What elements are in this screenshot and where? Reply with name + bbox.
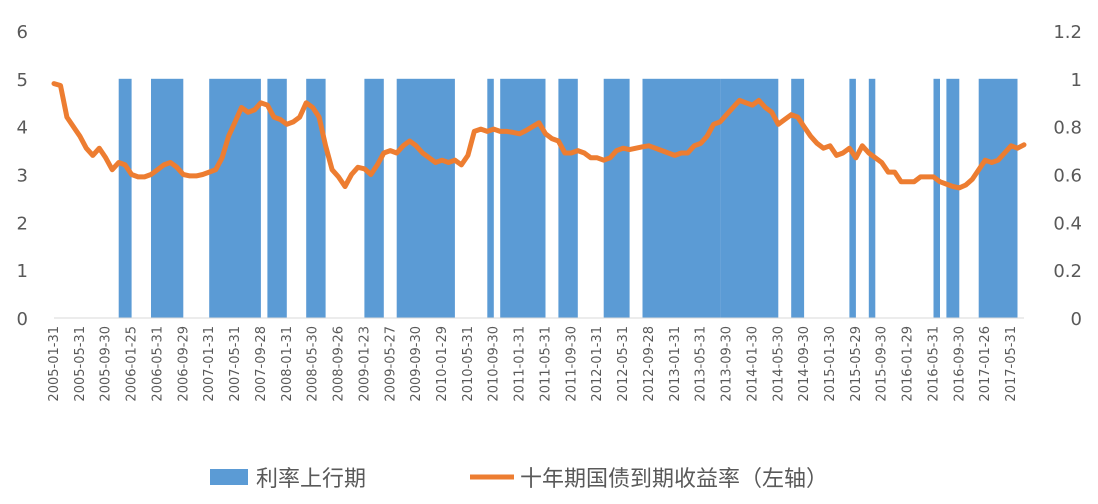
x-tick-label: 2010-01-29 (435, 326, 450, 402)
y-tick-right: 0.2 (1053, 261, 1082, 282)
y-tick-right: 0 (1071, 309, 1082, 330)
x-tick-label: 2006-09-29 (176, 326, 191, 402)
x-tick-label: 2015-09-30 (875, 326, 890, 402)
right-axis: 0 0.2 0.4 0.6 0.8 1 1.2 (1053, 22, 1082, 330)
y-tick-left: 5 (17, 70, 28, 91)
x-tick-label: 2015-01-30 (823, 326, 838, 402)
y-tick-right: 0.8 (1053, 118, 1082, 139)
x-tick-label: 2005-09-30 (99, 326, 114, 402)
x-tick-label: 2006-05-31 (151, 326, 166, 402)
x-tick-label: 2012-09-28 (642, 326, 657, 402)
bar-period (500, 78, 546, 318)
x-tick-label: 2012-05-31 (616, 326, 631, 402)
bars-layer (118, 78, 1018, 318)
y-tick-right: 1 (1071, 70, 1082, 91)
y-tick-right: 1.2 (1053, 22, 1082, 43)
x-tick-label: 2013-09-30 (720, 326, 735, 402)
x-tick-label: 2007-05-31 (228, 326, 243, 402)
x-tick-label: 2017-05-31 (1004, 326, 1019, 402)
x-tick-label: 2010-05-31 (461, 326, 476, 402)
x-tick-label: 2017-01-26 (978, 326, 993, 402)
y-tick-right: 0.6 (1053, 166, 1082, 187)
bar-period (868, 78, 876, 318)
x-tick-label: 2016-09-30 (952, 326, 967, 402)
y-tick-left: 0 (17, 309, 28, 330)
y-tick-right: 0.4 (1053, 213, 1082, 234)
x-tick-label: 2008-01-31 (280, 326, 295, 402)
legend-label-bar: 利率上行期 (256, 467, 366, 492)
x-tick-label: 2013-05-31 (694, 326, 709, 402)
bar-period (603, 78, 630, 318)
bar-period (118, 78, 132, 318)
left-axis: 0 1 2 3 4 5 6 (17, 22, 28, 330)
bar-period (946, 78, 960, 318)
x-tick-label: 2013-01-31 (668, 326, 683, 402)
x-tick-label: 2011-01-31 (513, 326, 528, 402)
bar-period (720, 78, 779, 318)
x-tick-label: 2010-09-30 (487, 326, 502, 402)
y-tick-left: 2 (17, 213, 28, 234)
x-tick-label: 2007-09-28 (254, 326, 269, 402)
x-tick-label: 2014-01-30 (745, 326, 760, 402)
x-tick-label: 2007-01-31 (202, 326, 217, 402)
x-tick-label: 2009-05-27 (383, 326, 398, 402)
x-tick-label: 2009-01-23 (357, 326, 372, 402)
legend-label-line: 十年期国债到期收益率（左轴） (520, 467, 828, 492)
bar-period (209, 78, 261, 318)
x-tick-label: 2016-01-29 (901, 326, 916, 402)
x-tick-label: 2011-09-30 (564, 326, 579, 402)
bar-period (978, 78, 1018, 318)
bar-period (933, 78, 940, 318)
bar-period (487, 78, 494, 318)
x-tick-label: 2016-05-31 (927, 326, 942, 402)
x-axis: 2005-01-31 2005-05-31 2005-09-30 2006-01-25… (47, 317, 1024, 402)
x-tick-label: 2006-01-25 (125, 326, 140, 402)
x-tick-label: 2011-05-31 (539, 326, 554, 402)
bar-period (364, 78, 384, 318)
x-tick-label: 2009-09-30 (409, 326, 424, 402)
yield-line (51, 81, 1027, 191)
bar-period (396, 78, 455, 318)
line-layer (51, 81, 1027, 191)
bar-period (642, 78, 721, 318)
bar-period (849, 78, 856, 318)
y-tick-left: 4 (17, 118, 28, 139)
legend: 利率上行期 十年期国债到期收益率（左轴） (210, 467, 828, 492)
x-tick-label: 2014-05-30 (771, 326, 786, 402)
legend-swatch-bar (210, 469, 248, 485)
x-tick-label: 2015-05-29 (849, 326, 864, 402)
x-tick-label: 2008-09-26 (332, 326, 347, 402)
bar-period (151, 78, 184, 318)
bar-period (267, 78, 287, 318)
y-tick-left: 6 (17, 22, 28, 43)
bar-period (306, 78, 326, 318)
x-tick-label: 2005-01-31 (47, 326, 62, 402)
x-tick-label: 2012-01-31 (590, 326, 605, 402)
bar-period (791, 78, 805, 318)
x-tick-label: 2008-05-30 (306, 326, 321, 402)
x-tick-label: 2005-05-31 (73, 326, 88, 402)
y-tick-left: 1 (17, 261, 28, 282)
bar-period (558, 78, 578, 318)
x-tick-label: 2014-09-30 (797, 326, 812, 402)
y-tick-left: 3 (17, 166, 28, 187)
